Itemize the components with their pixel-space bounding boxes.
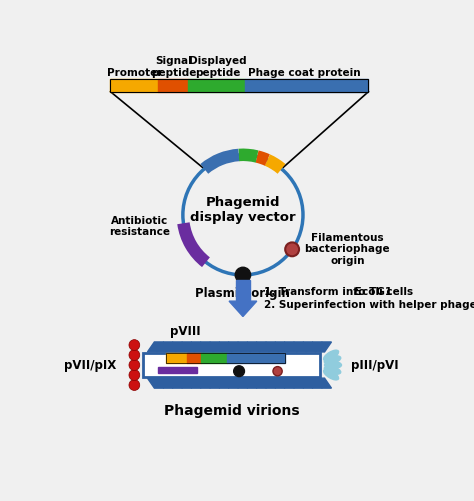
- Circle shape: [129, 370, 140, 380]
- Circle shape: [129, 380, 140, 390]
- Polygon shape: [213, 378, 229, 388]
- Text: Phagemid virions: Phagemid virions: [164, 404, 299, 418]
- Circle shape: [285, 242, 299, 257]
- Text: Displayed
peptide: Displayed peptide: [189, 56, 246, 78]
- Polygon shape: [250, 378, 266, 388]
- Polygon shape: [175, 378, 191, 388]
- Polygon shape: [241, 378, 257, 388]
- Polygon shape: [315, 378, 331, 388]
- Polygon shape: [229, 301, 257, 317]
- Ellipse shape: [324, 369, 338, 380]
- Polygon shape: [287, 342, 303, 352]
- Polygon shape: [222, 342, 238, 352]
- Polygon shape: [297, 378, 313, 388]
- Bar: [236, 281, 250, 301]
- Text: Filamentous
bacteriophage
origin: Filamentous bacteriophage origin: [304, 233, 390, 266]
- Polygon shape: [147, 378, 164, 388]
- Bar: [110, 79, 368, 92]
- Polygon shape: [306, 378, 322, 388]
- Bar: [201, 354, 228, 363]
- Bar: [166, 354, 187, 363]
- Circle shape: [234, 366, 245, 377]
- Bar: [158, 79, 188, 92]
- Polygon shape: [185, 342, 201, 352]
- Polygon shape: [166, 342, 182, 352]
- Circle shape: [129, 340, 140, 350]
- Polygon shape: [278, 342, 294, 352]
- Polygon shape: [269, 342, 285, 352]
- Circle shape: [235, 267, 251, 283]
- Polygon shape: [315, 342, 331, 352]
- Text: .coli cells: .coli cells: [358, 287, 413, 297]
- Polygon shape: [194, 342, 210, 352]
- Polygon shape: [213, 342, 229, 352]
- Polygon shape: [297, 342, 313, 352]
- Polygon shape: [306, 342, 322, 352]
- Text: Phage coat protein: Phage coat protein: [247, 68, 360, 78]
- Bar: [110, 79, 158, 92]
- Polygon shape: [278, 378, 294, 388]
- Bar: [188, 79, 245, 92]
- Circle shape: [129, 360, 140, 370]
- Text: 2. Superinfection with helper phage: 2. Superinfection with helper phage: [264, 300, 474, 310]
- Polygon shape: [287, 378, 303, 388]
- Polygon shape: [147, 342, 164, 352]
- Text: Signal
peptide: Signal peptide: [151, 56, 196, 78]
- Polygon shape: [259, 342, 275, 352]
- Text: Phagemid
display vector: Phagemid display vector: [190, 196, 296, 224]
- Text: pVII/pIX: pVII/pIX: [64, 359, 116, 372]
- Circle shape: [273, 367, 282, 376]
- Bar: [158, 367, 197, 373]
- Polygon shape: [157, 378, 173, 388]
- Polygon shape: [185, 378, 201, 388]
- Ellipse shape: [325, 362, 341, 369]
- Text: Antibiotic
resistance: Antibiotic resistance: [109, 215, 171, 237]
- Text: E: E: [354, 287, 361, 297]
- Polygon shape: [231, 342, 247, 352]
- Polygon shape: [259, 378, 275, 388]
- Polygon shape: [222, 378, 238, 388]
- Ellipse shape: [324, 350, 338, 361]
- Text: pIII/pVI: pIII/pVI: [351, 359, 398, 372]
- Polygon shape: [194, 378, 210, 388]
- Ellipse shape: [324, 356, 341, 364]
- Text: 1. Transform into TG1: 1. Transform into TG1: [264, 287, 396, 297]
- Polygon shape: [166, 378, 182, 388]
- Polygon shape: [203, 342, 219, 352]
- Polygon shape: [203, 378, 219, 388]
- Bar: [143, 354, 320, 377]
- Bar: [166, 354, 285, 363]
- Polygon shape: [175, 342, 191, 352]
- Text: pVIII: pVIII: [170, 325, 201, 338]
- Polygon shape: [231, 378, 247, 388]
- Text: Promoter: Promoter: [107, 68, 162, 78]
- Text: Plasmid origin: Plasmid origin: [195, 287, 291, 300]
- Circle shape: [129, 350, 140, 360]
- Bar: [187, 354, 201, 363]
- Polygon shape: [241, 342, 257, 352]
- Polygon shape: [250, 342, 266, 352]
- Polygon shape: [269, 378, 285, 388]
- Bar: [228, 354, 285, 363]
- Ellipse shape: [324, 366, 341, 374]
- Polygon shape: [157, 342, 173, 352]
- Bar: [245, 79, 368, 92]
